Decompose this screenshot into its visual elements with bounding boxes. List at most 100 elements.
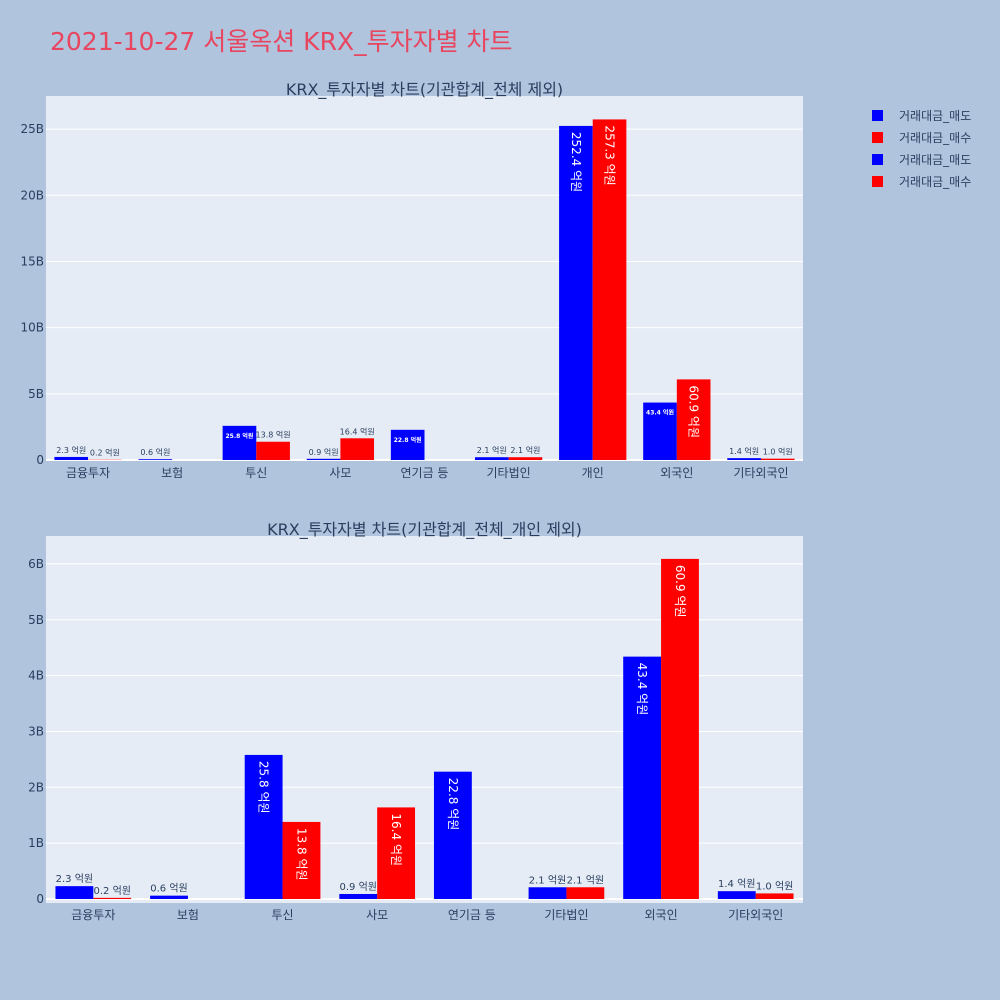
x-tick-label: 사모 [366, 908, 388, 922]
bar-sell [433, 771, 472, 899]
bar-value-label: 1.4 억원 [729, 446, 759, 456]
bar-sell [222, 425, 257, 460]
chart-title: KRX_투자자별 차트(기관합계_전체 제외) [286, 80, 563, 100]
legend-item[interactable]: 거래대금_매수 [872, 126, 971, 148]
bar-value-label: 1.0 억원 [756, 880, 793, 892]
bar-value-label: 257.3 억원 [603, 125, 617, 185]
bar-sell [623, 656, 662, 899]
bar-buy [676, 379, 711, 460]
y-tick-label: 5B [28, 387, 44, 401]
chart-panel-1: 0 5B 10B 15B 20B 25B KRX_투자자별 차트(기관합계_전체 제외) 금융… [20, 80, 803, 480]
bar-sell [55, 886, 94, 899]
bar-sell [339, 893, 378, 899]
bar-sell [54, 456, 89, 460]
y-tick-label: 25B [20, 122, 44, 136]
bar-value-label: 0.2 억원 [90, 448, 120, 458]
x-tick-label: 보험 [177, 908, 199, 922]
y-tick-label: 3B [28, 724, 44, 738]
bar-value-label: 0.6 억원 [150, 883, 187, 895]
bar-sell [244, 754, 283, 899]
bar-value-label: 2.1 억원 [477, 445, 507, 455]
bar-sell [150, 895, 188, 899]
bar-sell [390, 429, 425, 460]
legend-label: 거래대금_매도 [899, 152, 972, 167]
bar-value-label: 22.8 억원 [394, 436, 422, 444]
y-tick-label: 10B [20, 321, 44, 335]
x-tick-label: 외국인 [645, 908, 678, 922]
bar-buy [256, 441, 290, 460]
bar-value-label: 0.2 억원 [93, 885, 130, 897]
bar-buy [340, 438, 375, 460]
bar-value-label: 13.8 억원 [294, 828, 308, 881]
legend-item[interactable]: 거래대금_매도 [872, 104, 971, 126]
bar-buy [377, 807, 416, 899]
x-tick-label: 사모 [329, 466, 351, 480]
bar-value-label: 2.3 억원 [56, 445, 86, 455]
bar-value-label: 2.1 억원 [529, 874, 566, 886]
chart-title: KRX_투자자별 차트(기관합계_전체_개인 제외) [267, 520, 582, 540]
y-tick-label: 1B [28, 836, 44, 850]
bar-value-label: 25.8 억원 [257, 761, 271, 814]
bar-value-label: 2.3 억원 [56, 873, 93, 885]
bar-value-label: 13.8 억원 [256, 430, 291, 440]
x-tick-label: 금융투자 [71, 908, 115, 922]
bar-sell [727, 458, 761, 460]
bar-value-label: 60.9 억원 [687, 385, 701, 438]
bar-value-label: 1.0 억원 [763, 447, 793, 457]
bar-buy [508, 457, 543, 460]
x-tick-label: 투신 [272, 908, 294, 922]
bar-sell [643, 402, 677, 460]
bar-value-label: 252.4 억원 [569, 132, 583, 192]
legend: 거래대금_매도 거래대금_매수 거래대금_매도 거래대금_매수 [872, 104, 971, 192]
legend-label: 거래대금_매도 [899, 108, 972, 123]
bar-buy [93, 897, 132, 899]
bar-value-label: 2.1 억원 [567, 874, 604, 886]
legend-swatch [872, 131, 883, 143]
y-tick-label: 5B [28, 613, 44, 627]
x-tick-label: 기타외국인 [733, 466, 788, 480]
y-tick-label: 20B [20, 188, 44, 202]
bar-value-label: 16.4 억원 [340, 426, 375, 436]
bar-value-label: 0.6 억원 [140, 447, 170, 457]
chart-panel-2: 0 1B 2B 3B 4B 5B 6B KRX_투자자별 차트(기관합계_전체_개인 제외) 금… [28, 520, 803, 922]
y-tick-label: 15B [20, 254, 44, 268]
legend-item[interactable]: 거래대금_매도 [872, 148, 971, 170]
y-tick-label: 6B [28, 557, 44, 571]
legend-label: 거래대금_매수 [899, 174, 972, 189]
bar-sell [559, 125, 593, 460]
bar-buy [566, 887, 605, 899]
y-tick-label: 0 [36, 453, 44, 467]
x-tick-label: 기타외국인 [728, 908, 783, 922]
legend-label: 거래대금_매수 [899, 130, 972, 145]
bar-value-label: 22.8 억원 [446, 778, 460, 831]
bar-value-label: 0.9 억원 [309, 447, 339, 457]
y-tick-label: 0 [36, 892, 44, 906]
y-tick-label: 4B [28, 669, 44, 683]
legend-swatch [872, 175, 883, 187]
x-tick-label: 개인 [582, 466, 604, 480]
bar-value-label: 16.4 억원 [389, 813, 403, 866]
bar-value-label: 43.4 억원 [635, 663, 649, 716]
bar-sell [717, 891, 756, 899]
bar-sell [474, 457, 509, 460]
y-tick-label: 2B [28, 780, 44, 794]
x-tick-label: 외국인 [660, 466, 693, 480]
x-tick-label: 투신 [245, 466, 267, 480]
bar-sell [306, 458, 341, 460]
bar-value-label: 2.1 억원 [510, 445, 540, 455]
x-tick-label: 연기금 등 [448, 908, 496, 922]
x-tick-label: 연기금 등 [401, 466, 449, 480]
main-title: 2021-10-27 서울옥션 KRX_투자자별 차트 [50, 27, 513, 56]
legend-swatch [872, 153, 883, 165]
bar-buy [661, 558, 699, 899]
bar-value-label: 25.8 억원 [225, 432, 253, 440]
x-tick-label: 금융투자 [66, 466, 110, 480]
x-tick-label: 보험 [161, 466, 183, 480]
bar-buy [282, 821, 321, 899]
bar-buy [592, 119, 627, 461]
bar-value-label: 0.9 억원 [340, 881, 377, 893]
legend-item[interactable]: 거래대금_매수 [872, 170, 971, 192]
bar-buy [760, 458, 795, 460]
bar-sell [528, 887, 567, 899]
